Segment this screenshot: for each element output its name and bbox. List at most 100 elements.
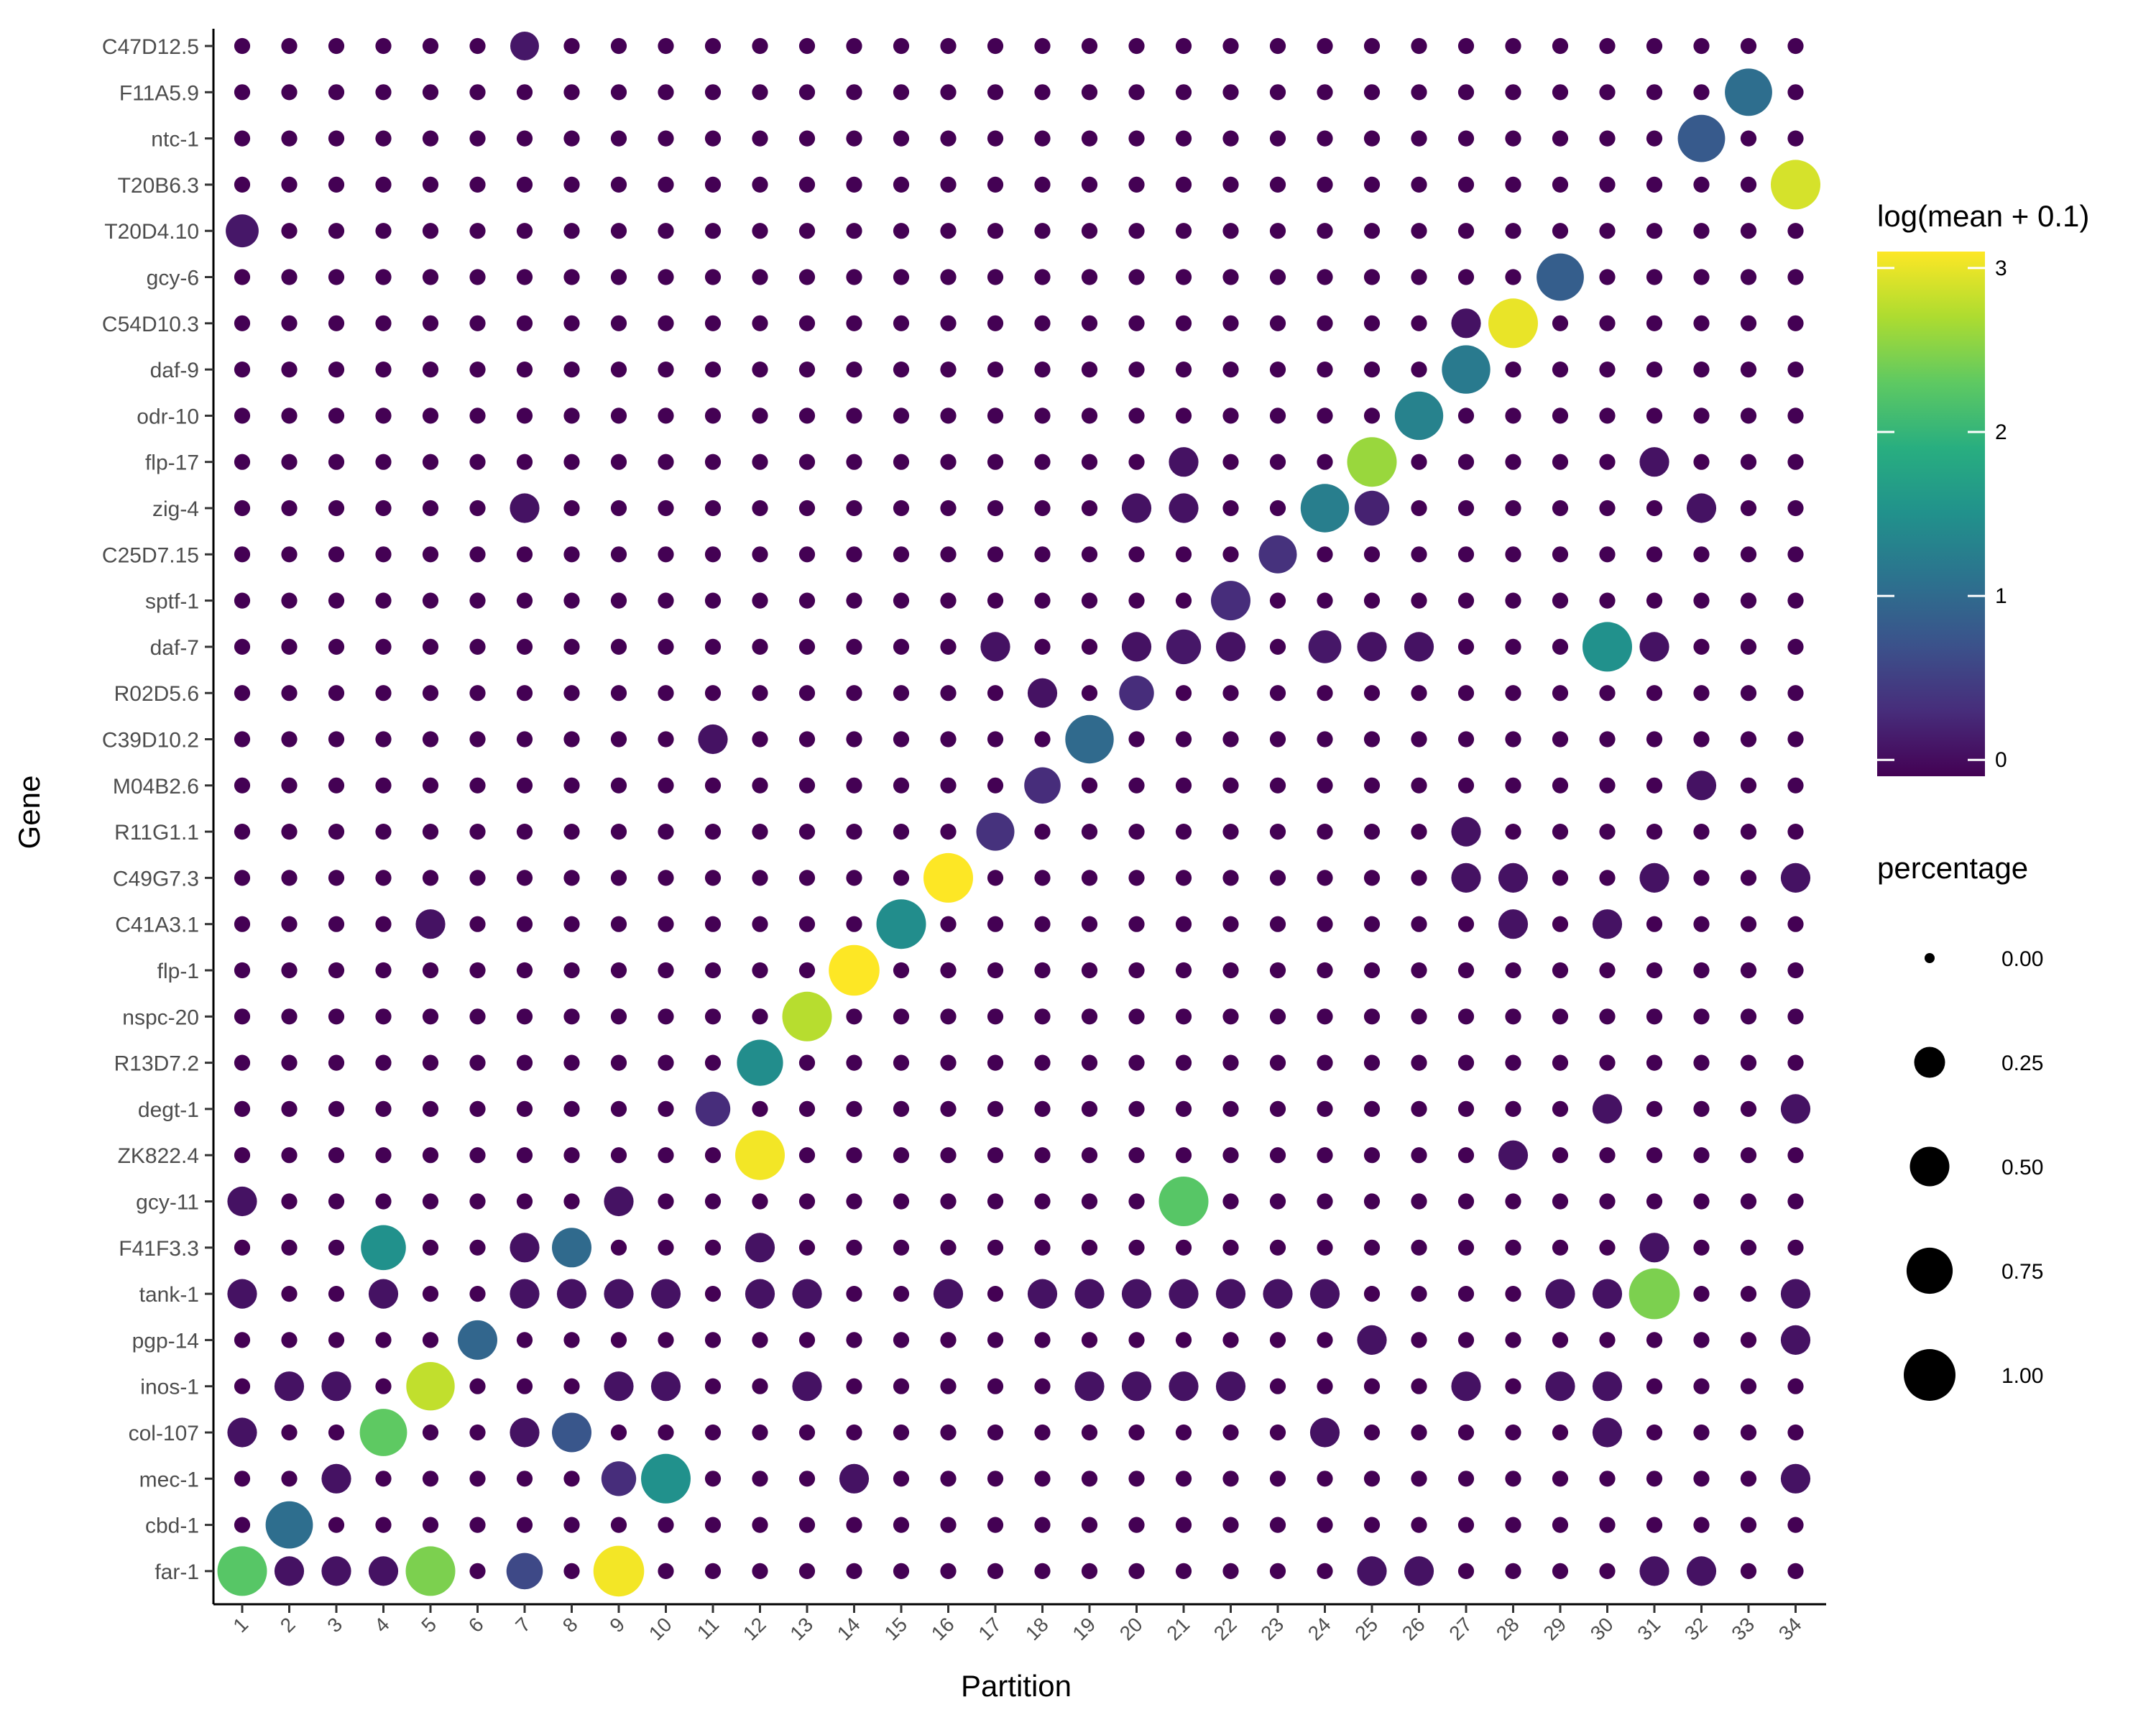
dot-point (375, 1054, 392, 1071)
dot-point (1442, 345, 1491, 394)
dot-point (940, 1054, 957, 1071)
dot-point (516, 1332, 533, 1348)
dot-point (1081, 638, 1098, 656)
dot-point (422, 731, 439, 748)
y-tick-label: tank-1 (139, 1283, 199, 1307)
dot-point (1034, 546, 1051, 563)
dot-point (1693, 1424, 1710, 1441)
dot-point (752, 638, 768, 656)
dot-point (469, 223, 486, 239)
dot-point (1639, 1556, 1669, 1586)
dot-point (752, 408, 768, 424)
dot-point (987, 1332, 1004, 1348)
dot-point (940, 269, 957, 285)
dot-point (704, 130, 722, 147)
dot-point (1222, 1239, 1239, 1256)
dot-point (1034, 592, 1051, 609)
dot-point (1457, 638, 1475, 656)
dot-point (846, 1517, 862, 1533)
dot-point (469, 37, 486, 55)
dot-point (234, 1332, 251, 1348)
dot-point (217, 1546, 267, 1596)
dot-point (563, 592, 580, 609)
x-tick-label: 4 (370, 1613, 394, 1637)
dot-point (281, 223, 298, 239)
dot-point (422, 84, 439, 101)
dot-point (1505, 731, 1521, 748)
dot-point (1169, 1371, 1199, 1402)
dot-point (1215, 632, 1246, 662)
dot-point (846, 1147, 862, 1164)
dot-point (1411, 361, 1427, 378)
dot-point (893, 1332, 910, 1348)
dot-point (1740, 1008, 1757, 1025)
dot-point (1081, 916, 1098, 932)
dot-point (1457, 37, 1475, 55)
dot-point (227, 1186, 257, 1217)
dot-point (893, 1147, 910, 1164)
dot-point (752, 685, 768, 702)
dot-point (563, 824, 580, 840)
dot-point (987, 37, 1004, 55)
dot-point (422, 37, 439, 55)
dot-point (641, 1453, 691, 1504)
dot-point (422, 408, 439, 424)
dot-point (328, 315, 345, 331)
dot-point (704, 315, 722, 331)
dot-point (658, 731, 674, 748)
x-tick-label: 16 (927, 1613, 959, 1644)
dot-point (422, 361, 439, 378)
dot-point (610, 1100, 627, 1117)
dot-point (563, 916, 580, 932)
dot-point (422, 315, 439, 331)
dot-point (704, 916, 722, 932)
dot-point (1128, 315, 1145, 331)
dot-point (469, 1054, 486, 1071)
dot-point (375, 824, 392, 840)
dot-point (1646, 824, 1663, 840)
y-tick-label: cbd-1 (145, 1514, 199, 1538)
dot-point (375, 269, 392, 285)
dot-point (1309, 1417, 1340, 1448)
dot-point (987, 1147, 1004, 1164)
dot-point (792, 1371, 822, 1402)
dot-point (516, 731, 533, 748)
dot-point (1121, 493, 1152, 523)
dot-point (1599, 176, 1616, 193)
dot-point (610, 962, 627, 979)
x-tick-label: 8 (558, 1613, 582, 1637)
dot-point (1599, 962, 1616, 979)
dot-point (552, 1412, 591, 1453)
dot-point (752, 1193, 768, 1210)
dot-point (940, 638, 957, 656)
dot-point (704, 546, 722, 563)
dot-point (1363, 546, 1381, 563)
dot-point (1552, 1517, 1569, 1533)
dot-point (846, 1563, 862, 1579)
dot-point (1646, 685, 1663, 702)
dot-point (1411, 916, 1427, 932)
dot-point (1780, 862, 1811, 893)
dot-point (610, 315, 627, 331)
dot-point (846, 916, 862, 932)
dot-point (704, 1378, 722, 1394)
dot-point (610, 824, 627, 840)
dot-point (987, 546, 1004, 563)
dot-point (987, 1054, 1004, 1071)
dot-point (1128, 84, 1145, 101)
dot-point (1457, 1193, 1475, 1210)
dot-point (752, 731, 768, 748)
dot-point (940, 916, 957, 932)
dot-point (281, 315, 298, 331)
dot-point (1599, 130, 1616, 147)
dot-point (1740, 315, 1757, 331)
dot-point (987, 1100, 1004, 1117)
dot-point (563, 1378, 580, 1394)
dot-point (1081, 870, 1098, 886)
dot-point (1222, 1332, 1239, 1348)
dot-point (1583, 622, 1632, 672)
dot-point (281, 777, 298, 794)
dot-point (658, 361, 674, 378)
dot-point (1599, 685, 1616, 702)
dot-point (563, 1100, 580, 1117)
